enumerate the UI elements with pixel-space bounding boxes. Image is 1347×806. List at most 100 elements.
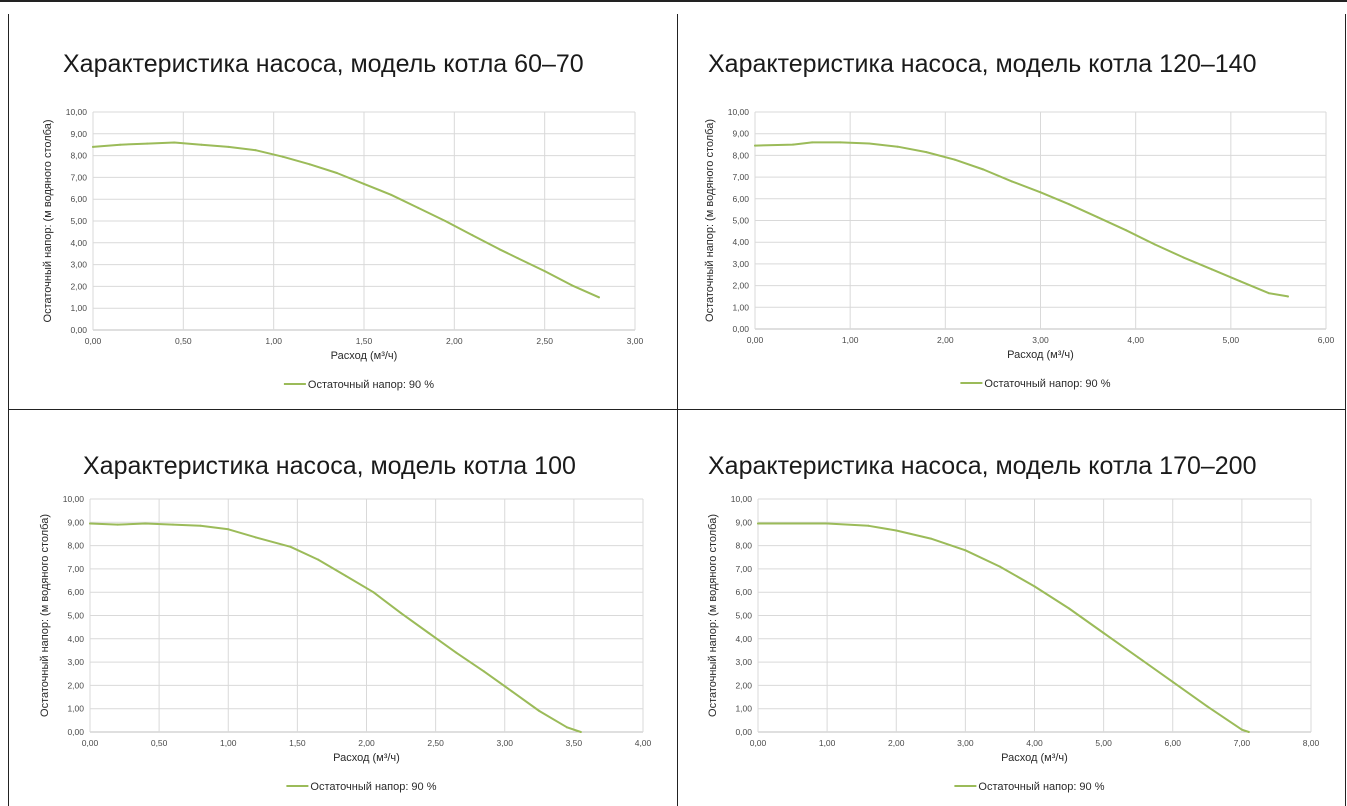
- x-tick-label: 4,00: [1026, 738, 1043, 748]
- x-tick-label: 8,00: [1303, 738, 1320, 748]
- y-tick-label: 8,00: [735, 541, 752, 551]
- data-point: [146, 142, 149, 145]
- data-point: [867, 524, 870, 527]
- data-point: [754, 144, 756, 147]
- legend-label: Остаточный напор: 90 %: [978, 781, 1104, 793]
- y-tick-label: 2,00: [70, 281, 87, 291]
- data-point: [227, 145, 230, 148]
- x-axis-label: Расход (м³/ч): [1007, 349, 1074, 361]
- legend-label: Остаточный напор: 90 %: [984, 378, 1110, 390]
- x-tick-label: 1,00: [842, 335, 859, 345]
- x-tick-label: 4,00: [635, 738, 652, 748]
- series-line: [89, 522, 582, 733]
- grid-frame: [8, 14, 1346, 806]
- y-tick-label: 6,00: [735, 587, 752, 597]
- x-tick-label: 5,00: [1223, 335, 1240, 345]
- x-tick-label: 0,00: [85, 336, 102, 346]
- x-tick-label: 0,50: [175, 336, 192, 346]
- y-tick-label: 4,00: [67, 634, 84, 644]
- data-point: [171, 523, 174, 526]
- data-point: [868, 142, 871, 145]
- data-point: [1267, 292, 1270, 295]
- chart-title: Характеристика насоса, модель котла 100: [83, 452, 576, 480]
- data-point: [895, 529, 898, 532]
- data-point: [538, 710, 541, 713]
- chart-panel-3: Характеристика насоса, модель котла 100 …: [8, 410, 677, 806]
- x-tick-label: 5,00: [1095, 738, 1112, 748]
- y-tick-label: 2,00: [67, 680, 84, 690]
- data-point: [444, 220, 447, 222]
- y-tick-label: 10,00: [728, 107, 750, 117]
- data-point: [1039, 191, 1042, 194]
- data-point: [317, 558, 320, 561]
- y-tick-label: 3,00: [70, 260, 87, 270]
- data-point: [1125, 229, 1128, 232]
- y-tick-label: 8,00: [732, 150, 749, 160]
- data-point: [498, 248, 501, 251]
- x-tick-label: 2,00: [888, 738, 905, 748]
- y-tick-label: 10,00: [63, 494, 85, 504]
- y-tick-label: 9,00: [70, 129, 87, 139]
- data-point: [516, 257, 519, 260]
- data-point: [953, 158, 956, 161]
- pump-curve-chart: 0,00 1,00 2,00 3,00 4,00 5,00 6,00 7,00 8,00 9,00…: [39, 494, 652, 793]
- chart-title: Характеристика насоса, модель котла 60–7…: [63, 50, 584, 78]
- vertical-divider: [677, 14, 678, 806]
- data-point: [579, 731, 582, 733]
- chart-title: Характеристика насоса, модель котла 120–…: [708, 50, 1257, 78]
- x-tick-label: 0,00: [750, 738, 767, 748]
- data-point: [1210, 268, 1213, 271]
- legend-label: Остаточный напор: 90 %: [310, 781, 436, 793]
- data-point: [982, 168, 985, 171]
- data-point: [1068, 607, 1071, 610]
- y-tick-label: 6,00: [67, 587, 84, 597]
- x-axis-label: Расход (м³/ч): [1001, 752, 1068, 764]
- y-tick-label: 10,00: [731, 494, 753, 504]
- data-point: [281, 155, 284, 158]
- y-tick-label: 4,00: [735, 634, 752, 644]
- x-tick-label: 4,00: [1127, 335, 1144, 345]
- x-tick-label: 3,50: [566, 738, 583, 748]
- x-tick-label: 2,50: [427, 738, 444, 748]
- y-tick-label: 3,00: [67, 657, 84, 667]
- data-point: [116, 523, 119, 526]
- data-point: [925, 151, 928, 154]
- chart-title: Характеристика насоса, модель котла 170–…: [708, 452, 1257, 480]
- x-tick-label: 3,00: [496, 738, 513, 748]
- y-tick-label: 1,00: [67, 704, 84, 714]
- data-point: [896, 145, 899, 148]
- data-point: [1182, 256, 1185, 259]
- y-tick-label: 1,00: [70, 303, 87, 313]
- data-point: [565, 726, 568, 729]
- data-point: [784, 522, 787, 525]
- y-axis-label: Остаточный напор: (м водяного столба): [707, 514, 719, 717]
- y-tick-label: 7,00: [70, 172, 87, 182]
- y-tick-label: 3,00: [735, 657, 752, 667]
- data-point: [1068, 203, 1071, 206]
- y-tick-label: 7,00: [67, 564, 84, 574]
- data-point: [308, 163, 311, 166]
- data-point: [200, 143, 203, 146]
- data-point: [173, 141, 176, 144]
- chart-panel-4: Характеристика насоса, модель котла 170–…: [678, 410, 1346, 806]
- y-tick-label: 3,00: [732, 259, 749, 269]
- y-tick-label: 5,00: [732, 216, 749, 226]
- x-tick-label: 0,00: [82, 738, 99, 748]
- y-tick-label: 7,00: [732, 172, 749, 182]
- data-point: [1240, 728, 1243, 731]
- data-point: [811, 141, 814, 144]
- pump-curve-chart: 0,00 1,00 2,00 3,00 4,00 5,00 6,00 7,00 8,00 9,00…: [42, 107, 644, 391]
- y-tick-label: 6,00: [70, 194, 87, 204]
- y-tick-label: 8,00: [67, 541, 84, 551]
- data-point: [455, 651, 458, 654]
- y-tick-label: 0,00: [70, 325, 87, 335]
- x-tick-label: 3,00: [627, 336, 644, 346]
- data-point: [254, 536, 257, 539]
- data-point: [483, 670, 486, 673]
- x-tick-label: 1,50: [356, 336, 373, 346]
- data-point: [335, 172, 338, 175]
- x-tick-label: 2,50: [536, 336, 553, 346]
- data-point: [363, 182, 365, 185]
- pump-curve-chart: 0,00 1,00 2,00 3,00 4,00 5,00 6,00 7,00 8,00 9,00…: [707, 494, 1320, 793]
